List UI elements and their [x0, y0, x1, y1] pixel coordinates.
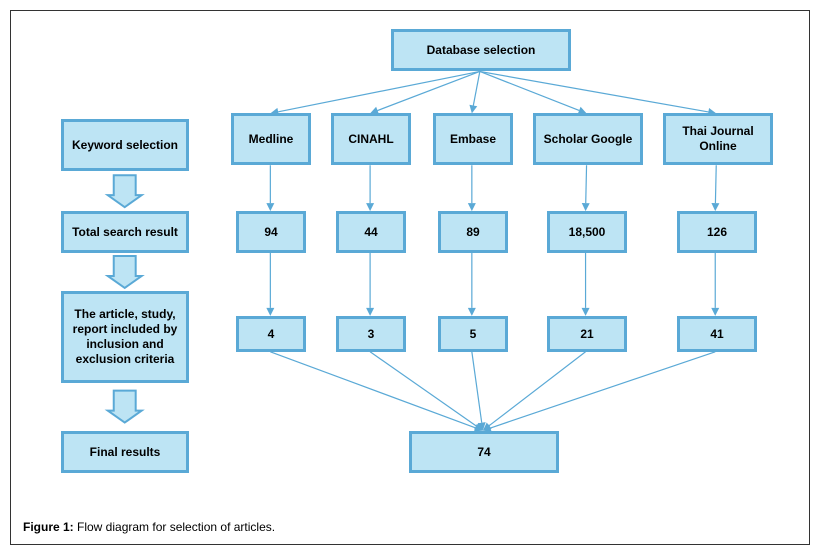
- node-r_thai: 126: [677, 211, 757, 253]
- node-cinahl: CINAHL: [331, 113, 411, 165]
- node-inc_lbl: The article, study, report included by i…: [61, 291, 189, 383]
- flowchart-canvas: Database selection Keyword selection Medli…: [11, 11, 809, 506]
- node-final: 74: [409, 431, 559, 473]
- node-i_sch: 21: [547, 316, 627, 352]
- node-i_emb: 5: [438, 316, 508, 352]
- node-thai: Thai Journal Online: [663, 113, 773, 165]
- figure-caption: Figure 1: Flow diagram for selection of …: [23, 520, 275, 534]
- node-r_emb: 89: [438, 211, 508, 253]
- node-i_cin: 3: [336, 316, 406, 352]
- node-r_cin: 44: [336, 211, 406, 253]
- node-final_lbl: Final results: [61, 431, 189, 473]
- figure-frame: Database selection Keyword selection Medli…: [10, 10, 810, 545]
- node-medline: Medline: [231, 113, 311, 165]
- node-i_thai: 41: [677, 316, 757, 352]
- node-i_med: 4: [236, 316, 306, 352]
- node-kw_sel: Keyword selection: [61, 119, 189, 171]
- node-scholar: Scholar Google: [533, 113, 643, 165]
- node-r_med: 94: [236, 211, 306, 253]
- node-embase: Embase: [433, 113, 513, 165]
- node-tot_lbl: Total search result: [61, 211, 189, 253]
- caption-text: Flow diagram for selection of articles.: [74, 520, 275, 534]
- caption-bold: Figure 1:: [23, 520, 74, 534]
- node-r_sch: 18,500: [547, 211, 627, 253]
- node-db_sel: Database selection: [391, 29, 571, 71]
